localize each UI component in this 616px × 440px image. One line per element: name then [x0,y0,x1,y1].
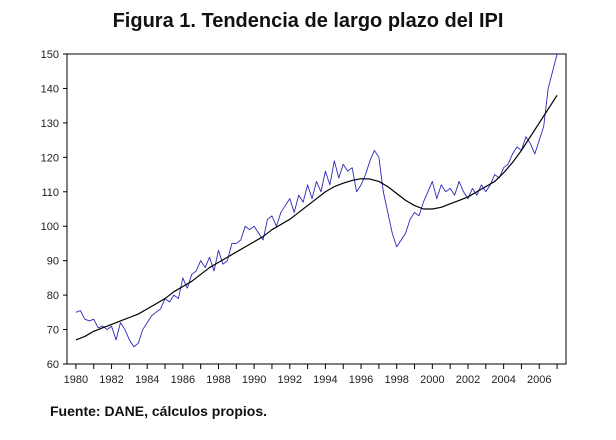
chart-area: 60 70 80 90 100 110 120 130 140 150 1980 1982 1984 19… [41,49,567,386]
x-tick-label: 2006 [527,374,551,386]
x-tick-label: 2004 [491,374,515,386]
ipi-series-line [75,53,558,348]
x-tick-label: 2002 [456,374,480,386]
y-tick-label: 150 [41,49,59,61]
chart-title: Figura 1. Tendencia de largo plazo del I… [112,10,504,32]
y-tick-label: 70 [47,325,59,337]
y-tick-label: 60 [47,359,59,371]
x-tick-label: 1986 [171,374,195,386]
y-tick-label: 100 [41,221,59,233]
y-tick-label: 90 [47,256,59,268]
x-tick-label: 1980 [64,374,88,386]
y-tick-label: 140 [41,83,59,95]
x-tick-label: 1994 [313,374,337,386]
x-tick-label: 1996 [349,374,373,386]
y-tick-label: 80 [47,290,59,302]
y-tick-label: 130 [41,118,59,130]
x-tick-label: 1982 [99,374,123,386]
x-tick-label: 2000 [420,374,444,386]
plot-frame [66,53,567,365]
y-tick-label: 120 [41,152,59,164]
x-tick-label: 1988 [206,374,230,386]
y-tick-label: 110 [41,187,59,199]
x-tick-label: 1984 [135,374,159,386]
x-tick-label: 1990 [242,374,266,386]
source-note: Fuente: DANE, cálculos propios. [50,403,268,419]
x-tick-label: 1992 [278,374,302,386]
x-tick-label: 1998 [384,374,408,386]
trend-line [75,95,558,341]
